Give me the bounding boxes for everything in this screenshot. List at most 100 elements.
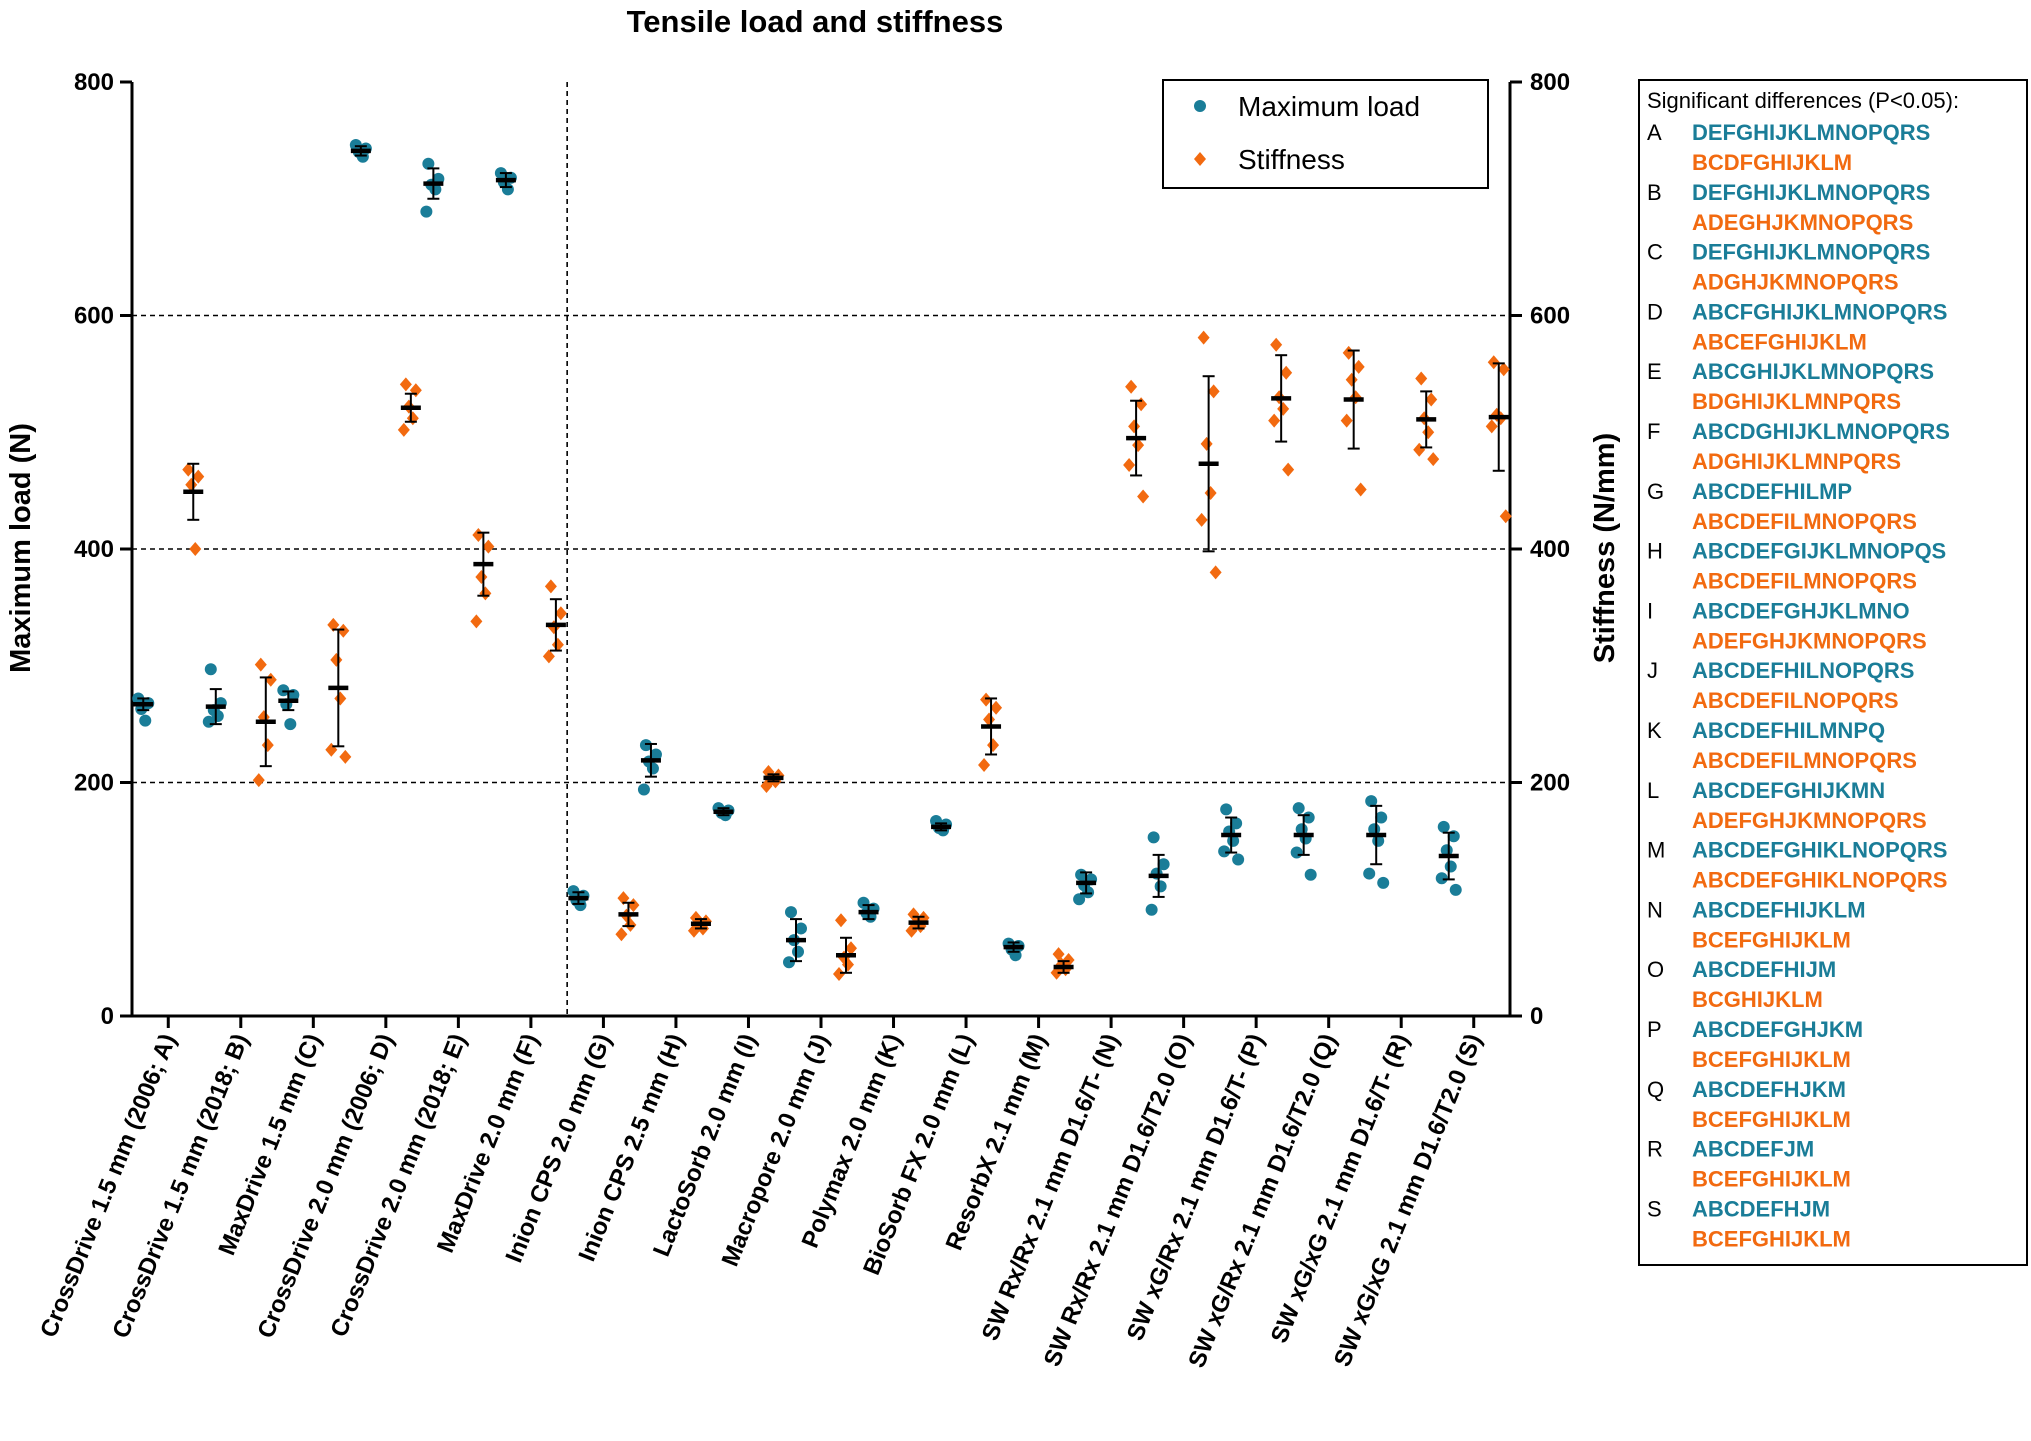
load-point: [1437, 820, 1450, 833]
stiffness-point: [1050, 965, 1063, 980]
load-point: [574, 899, 587, 912]
significance-stiffness-letters: BCEFGHIJKLM: [1692, 1226, 1851, 1251]
stiffness-point: [1354, 482, 1367, 497]
stiffness-point: [1340, 413, 1353, 428]
significance-load-letters: DEFGHIJKLMNOPQRS: [1692, 180, 1930, 205]
load-point: [1218, 845, 1231, 858]
stiffness-point: [252, 773, 265, 788]
significance-load-letters: ABCDEFGHIKLNOPQRS: [1692, 838, 1947, 863]
stiffness-point: [615, 927, 628, 942]
load-point: [420, 205, 433, 218]
significance-stiffness-letters: BCEFGHIJKLM: [1692, 927, 1851, 952]
legend-stiffness-label: Stiffness: [1238, 144, 1345, 175]
significance-load-letters: ABCDEFJM: [1692, 1137, 1814, 1162]
x-tick-label: SW Rx/Rx 2.1 mm D1.6/T2.0 (O): [1039, 1030, 1197, 1370]
stiffness-point: [1197, 330, 1210, 345]
stiffness-point: [1280, 365, 1293, 380]
stiffness-point: [1282, 462, 1295, 477]
stiffness-point: [1268, 413, 1281, 428]
stiffness-point: [334, 691, 347, 706]
load-point: [1230, 817, 1243, 830]
significance-group-letter: B: [1647, 180, 1662, 205]
significance-group-letter: Q: [1647, 1077, 1664, 1102]
significance-load-letters: ABCDEFHIJKLM: [1692, 897, 1866, 922]
stiffness-point: [1487, 355, 1500, 370]
significance-group-letter: H: [1647, 539, 1663, 564]
load-point: [1232, 853, 1245, 866]
y2-tick-label: 600: [1530, 303, 1570, 330]
stiffness-point: [1352, 359, 1365, 374]
stiffness-point: [182, 462, 195, 477]
stiffness-point: [1413, 442, 1426, 457]
y-tick-label: 200: [74, 770, 114, 797]
significance-stiffness-letters: ADEFGHJKMNOPQRS: [1692, 808, 1927, 833]
significance-load-letters: ABCDGHIJKLMNOPQRS: [1692, 419, 1950, 444]
y2-tick-label: 200: [1530, 770, 1570, 797]
stiffness-point: [833, 966, 845, 981]
significance-group-letter: P: [1647, 1017, 1662, 1042]
load-point: [1365, 795, 1378, 808]
load-point: [1157, 858, 1170, 871]
significance-group-letter: A: [1647, 120, 1662, 145]
load-point: [1220, 803, 1233, 816]
stiffness-point: [544, 579, 557, 594]
stiffness-point: [479, 586, 492, 601]
y2-tick-label: 0: [1530, 1003, 1543, 1030]
x-tick-label: SW Rx/Rx 2.1 mm D1.6/T- (N): [977, 1030, 1125, 1344]
load-point: [637, 783, 650, 796]
stiffness-point: [261, 738, 274, 753]
y-tick-label: 800: [74, 69, 114, 96]
y-tick-label: 0: [101, 1003, 114, 1030]
legend-load-marker: [1194, 100, 1206, 112]
significance-stiffness-letters: ADGHJKMNOPQRS: [1692, 270, 1899, 295]
x-tick-label: CrossDrive 1.5 mm (2018; B): [107, 1030, 254, 1342]
stiffness-point: [192, 469, 205, 484]
stiffness-point: [1349, 390, 1362, 405]
stiffness-point: [1207, 384, 1220, 399]
significance-group-letter: M: [1647, 838, 1665, 863]
significance-group-letter: J: [1647, 658, 1658, 683]
load-point: [1147, 831, 1160, 844]
stiffness-point: [339, 749, 352, 764]
significance-load-letters: ABCDEFHILNOPQRS: [1692, 658, 1914, 683]
significance-group-letter: N: [1647, 897, 1663, 922]
stiffness-point: [1415, 371, 1428, 386]
stiffness-point: [1342, 345, 1355, 360]
significance-stiffness-letters: BCEFGHIJKLM: [1692, 1047, 1851, 1072]
significance-stiffness-letters: ADEGHJKMNOPQRS: [1692, 210, 1913, 235]
significance-load-letters: ABCDEFGHJKM: [1692, 1017, 1863, 1042]
stiffness-point: [987, 738, 1000, 753]
load-point: [1154, 880, 1167, 893]
stiffness-point: [627, 898, 640, 913]
significance-load-letters: DEFGHIJKLMNOPQRS: [1692, 120, 1930, 145]
load-point: [795, 922, 807, 935]
significance-stiffness-letters: BCGHIJKLM: [1692, 987, 1823, 1012]
stiffness-point: [1427, 452, 1440, 467]
significance-stiffness-letters: BCDFGHIJKLM: [1692, 150, 1852, 175]
stiffness-point: [1128, 419, 1141, 434]
significance-load-letters: ABCDEFHIJM: [1692, 957, 1836, 982]
significance-stiffness-letters: ADEFGHJKMNOPQRS: [1692, 628, 1927, 653]
stiffness-point: [254, 657, 267, 672]
x-tick-label: SW xG/xG 2.1 mm D1.6/T- (R): [1266, 1030, 1415, 1347]
stiffness-point: [1422, 425, 1435, 440]
significance-stiffness-letters: BCEFGHIJKLM: [1692, 1167, 1851, 1192]
significance-stiffness-letters: ABCDEFILMNOPQRS: [1692, 509, 1917, 534]
legend: Maximum load Stiffness: [1162, 79, 1489, 189]
stiffness-point: [1209, 565, 1222, 580]
stiffness-point: [475, 570, 488, 585]
y2-tick-label: 800: [1530, 69, 1570, 96]
load-point: [785, 906, 797, 919]
stiffness-point: [1125, 379, 1138, 394]
load-point: [204, 663, 217, 676]
stiffness-point: [1052, 947, 1065, 962]
significance-stiffness-letters: ABCEFGHIJKLM: [1692, 329, 1867, 354]
stiffness-point: [554, 606, 567, 621]
y-axis-label: Maximum load (N): [5, 423, 37, 673]
significance-group-letter: E: [1647, 359, 1662, 384]
significance-stiffness-letters: ABCDEFGHIKLNOPQRS: [1692, 868, 1947, 893]
stiffness-point: [1499, 509, 1512, 524]
load-point: [792, 945, 804, 958]
stiffness-point: [470, 614, 483, 629]
